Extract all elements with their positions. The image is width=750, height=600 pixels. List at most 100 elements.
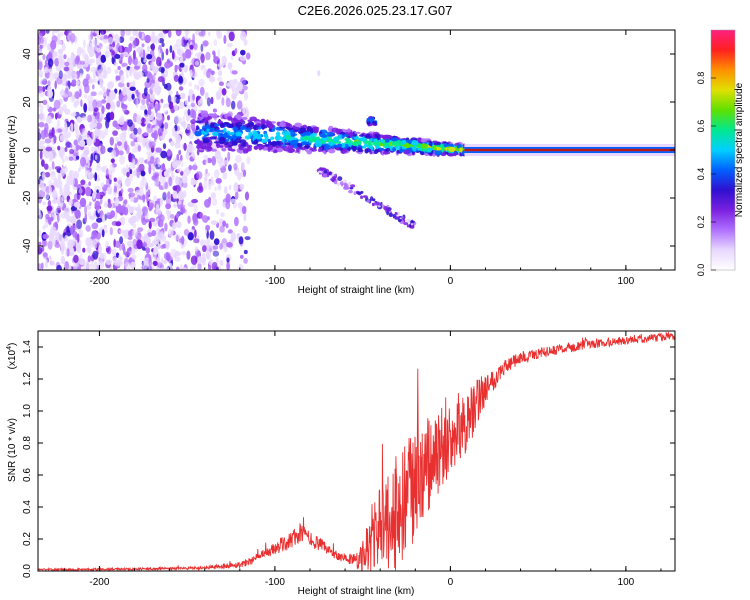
noise-blob	[162, 107, 168, 113]
noise-blob	[199, 239, 206, 247]
noise-blob	[219, 225, 225, 233]
spectrogram-x-tick-label: -100	[265, 276, 285, 287]
noise-blob	[106, 45, 113, 50]
noise-blob	[198, 78, 205, 87]
noise-blob	[103, 252, 107, 261]
snr-x-ticks: -200 -100 0 100	[63, 331, 662, 588]
branch-blob	[337, 176, 343, 182]
noise-blob	[109, 111, 115, 121]
noise-blob	[110, 158, 115, 164]
noise-blob	[166, 148, 172, 157]
noise-blob	[38, 194, 42, 204]
noise-blob	[79, 139, 86, 147]
noise-blob	[114, 54, 121, 59]
noise-blob	[186, 124, 191, 130]
noise-blob	[128, 152, 133, 163]
branch-blob	[401, 216, 404, 219]
noise-blob	[151, 119, 157, 125]
noise-blob	[205, 224, 211, 231]
noise-blob	[171, 171, 174, 178]
ridge-blob	[285, 126, 290, 130]
noise-blob	[90, 137, 96, 144]
noise-blob	[83, 146, 90, 156]
branch-blob	[406, 224, 410, 228]
noise-blob	[213, 50, 216, 61]
noise-blob	[237, 202, 243, 209]
noise-blob	[243, 106, 249, 116]
noise-blob	[210, 192, 216, 199]
noise-blob	[189, 69, 193, 78]
ridge-blob	[373, 149, 379, 154]
noise-blob	[114, 192, 117, 197]
noise-blob	[44, 171, 51, 178]
ridge-blob	[382, 151, 391, 155]
colorbar-tick-label: 0.4	[696, 168, 706, 181]
noise-blob	[216, 209, 220, 215]
noise-blob	[48, 152, 53, 163]
ridge-blob	[245, 128, 251, 133]
noise-blob	[99, 197, 103, 205]
noise-blob	[157, 243, 161, 250]
ridge-blob	[258, 144, 263, 151]
noise-blob	[194, 229, 197, 239]
ridge-blob	[311, 132, 318, 137]
ridge-blob	[210, 122, 214, 129]
noise-blob	[230, 198, 236, 204]
noise-blob	[175, 175, 180, 185]
branch-blob	[360, 195, 364, 199]
noise-blob	[86, 136, 92, 146]
noise-blob	[76, 64, 83, 69]
noise-blob	[158, 135, 163, 141]
noise-blob	[92, 99, 98, 109]
noise-blob	[142, 242, 148, 248]
noise-blob	[101, 214, 105, 223]
ridge-blob	[214, 123, 220, 127]
noise-blob	[157, 86, 162, 92]
ridge-blob	[232, 141, 238, 146]
noise-blob	[121, 62, 128, 67]
snr-y-tick-label: 0.6	[22, 468, 33, 482]
noise-blob	[214, 186, 217, 192]
noise-blob	[100, 182, 105, 188]
noise-blob	[103, 66, 107, 77]
ridge-blob	[333, 136, 339, 143]
noise-blob	[243, 91, 249, 101]
noise-blob	[141, 214, 146, 223]
ridge-blob	[432, 140, 438, 144]
noise-blob	[130, 196, 135, 202]
branch-blob	[317, 170, 323, 174]
noise-blob	[58, 109, 63, 115]
noise-blob	[157, 158, 161, 168]
noise-blob	[226, 257, 230, 263]
noise-blob	[165, 241, 170, 250]
ridge-blob	[248, 131, 253, 137]
colorbar-tick-label: 0.6	[696, 120, 706, 133]
ridge-blob	[281, 130, 290, 136]
noise-blob	[79, 197, 87, 208]
noise-blob	[116, 177, 123, 185]
colorbar-label: Normalized spectral amplitude	[734, 82, 745, 217]
noise-blob	[163, 267, 170, 270]
noise-blob	[196, 148, 200, 156]
noise-blob	[207, 180, 215, 186]
noise-blob	[117, 65, 121, 71]
ridge-blob	[313, 127, 319, 133]
noise-blob	[228, 62, 233, 68]
noise-blob	[213, 39, 218, 46]
noise-blob	[71, 79, 77, 85]
noise-blob	[165, 209, 169, 215]
noise-blob	[87, 255, 92, 263]
noise-blob	[86, 259, 90, 270]
noise-blob	[42, 201, 46, 206]
noise-blob	[99, 112, 103, 123]
ridge-blob	[315, 139, 321, 144]
noise-blob	[75, 145, 81, 151]
noise-blob	[156, 257, 161, 263]
noise-blob	[107, 36, 114, 45]
noise-blob	[173, 203, 178, 208]
outlier-blob	[317, 70, 321, 77]
noise-blob	[78, 188, 83, 194]
noise-blob	[107, 81, 114, 90]
noise-blob	[116, 141, 122, 147]
